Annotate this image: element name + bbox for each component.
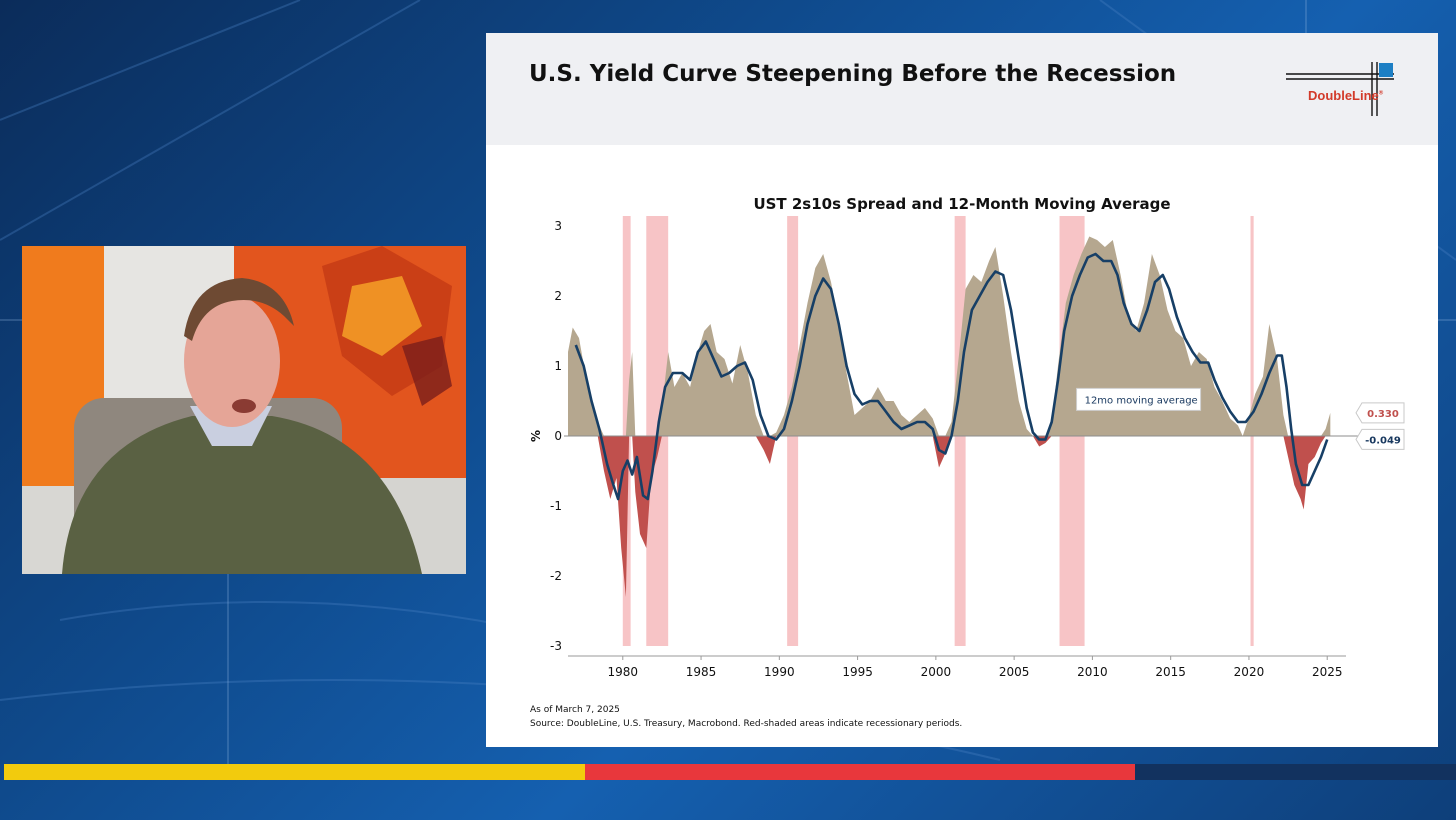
doubleline-logo: DoubleLine®	[1284, 59, 1399, 119]
presenter-figure	[22, 246, 466, 574]
x-tick-label: 2020	[1234, 665, 1265, 679]
latest-ma-value: -0.049	[1365, 435, 1401, 446]
moving-average-line	[574, 252, 1329, 501]
y-axis-label: %	[529, 430, 543, 442]
x-tick-label: 2005	[999, 665, 1030, 679]
slide-header: U.S. Yield Curve Steepening Before the R…	[486, 33, 1438, 145]
x-tick-label: 1980	[608, 665, 639, 679]
slide: U.S. Yield Curve Steepening Before the R…	[486, 33, 1438, 747]
y-tick-label: -1	[550, 499, 562, 513]
latest-spread-callout: 0.330	[1355, 402, 1405, 424]
color-bar-yellow	[4, 764, 585, 780]
spread-negative-area	[568, 436, 1331, 597]
x-tick-label: 1995	[842, 665, 873, 679]
x-tick-label: 1990	[764, 665, 795, 679]
y-tick-label: 2	[554, 289, 562, 303]
y-tick-label: -3	[550, 639, 562, 653]
y-tick-label: 1	[554, 359, 562, 373]
as-of-date: As of March 7, 2025	[530, 705, 620, 715]
x-tick-label: 2000	[921, 665, 952, 679]
logo-text: DoubleLine®	[1308, 88, 1384, 103]
spread-positive-area	[568, 236, 1331, 436]
x-tick-label: 2025	[1312, 665, 1343, 679]
logo-lines-icon	[1286, 62, 1394, 116]
color-bar-navy	[1135, 764, 1456, 780]
x-tick-label: 1985	[686, 665, 717, 679]
ma-annotation-text: 12mo moving average	[1085, 395, 1198, 406]
slide-title: U.S. Yield Curve Steepening Before the R…	[529, 61, 1177, 87]
latest-spread-value: 0.330	[1367, 409, 1399, 420]
x-tick-label: 2015	[1155, 665, 1186, 679]
latest-ma-callout: -0.049	[1355, 428, 1405, 450]
ma-annotation: 12mo moving average	[1076, 387, 1202, 411]
spread-chart: 3 2 1 0 -1 -2 -3 1980 1985 1990 1995 2000 2005 2010 2…	[529, 216, 1405, 679]
y-tick-label: 0	[554, 429, 562, 443]
chart-notes: As of March 7, 2025 Source: DoubleLine, …	[530, 703, 962, 731]
webcam-video	[22, 246, 466, 574]
chart-title: UST 2s10s Spread and 12-Month Moving Ave…	[753, 195, 1171, 213]
color-bar-red	[585, 764, 1135, 780]
y-tick-label: 3	[554, 219, 562, 233]
source-note: Source: DoubleLine, U.S. Treasury, Macro…	[530, 719, 963, 729]
y-tick-label: -2	[550, 569, 562, 583]
x-tick-label: 2010	[1077, 665, 1108, 679]
